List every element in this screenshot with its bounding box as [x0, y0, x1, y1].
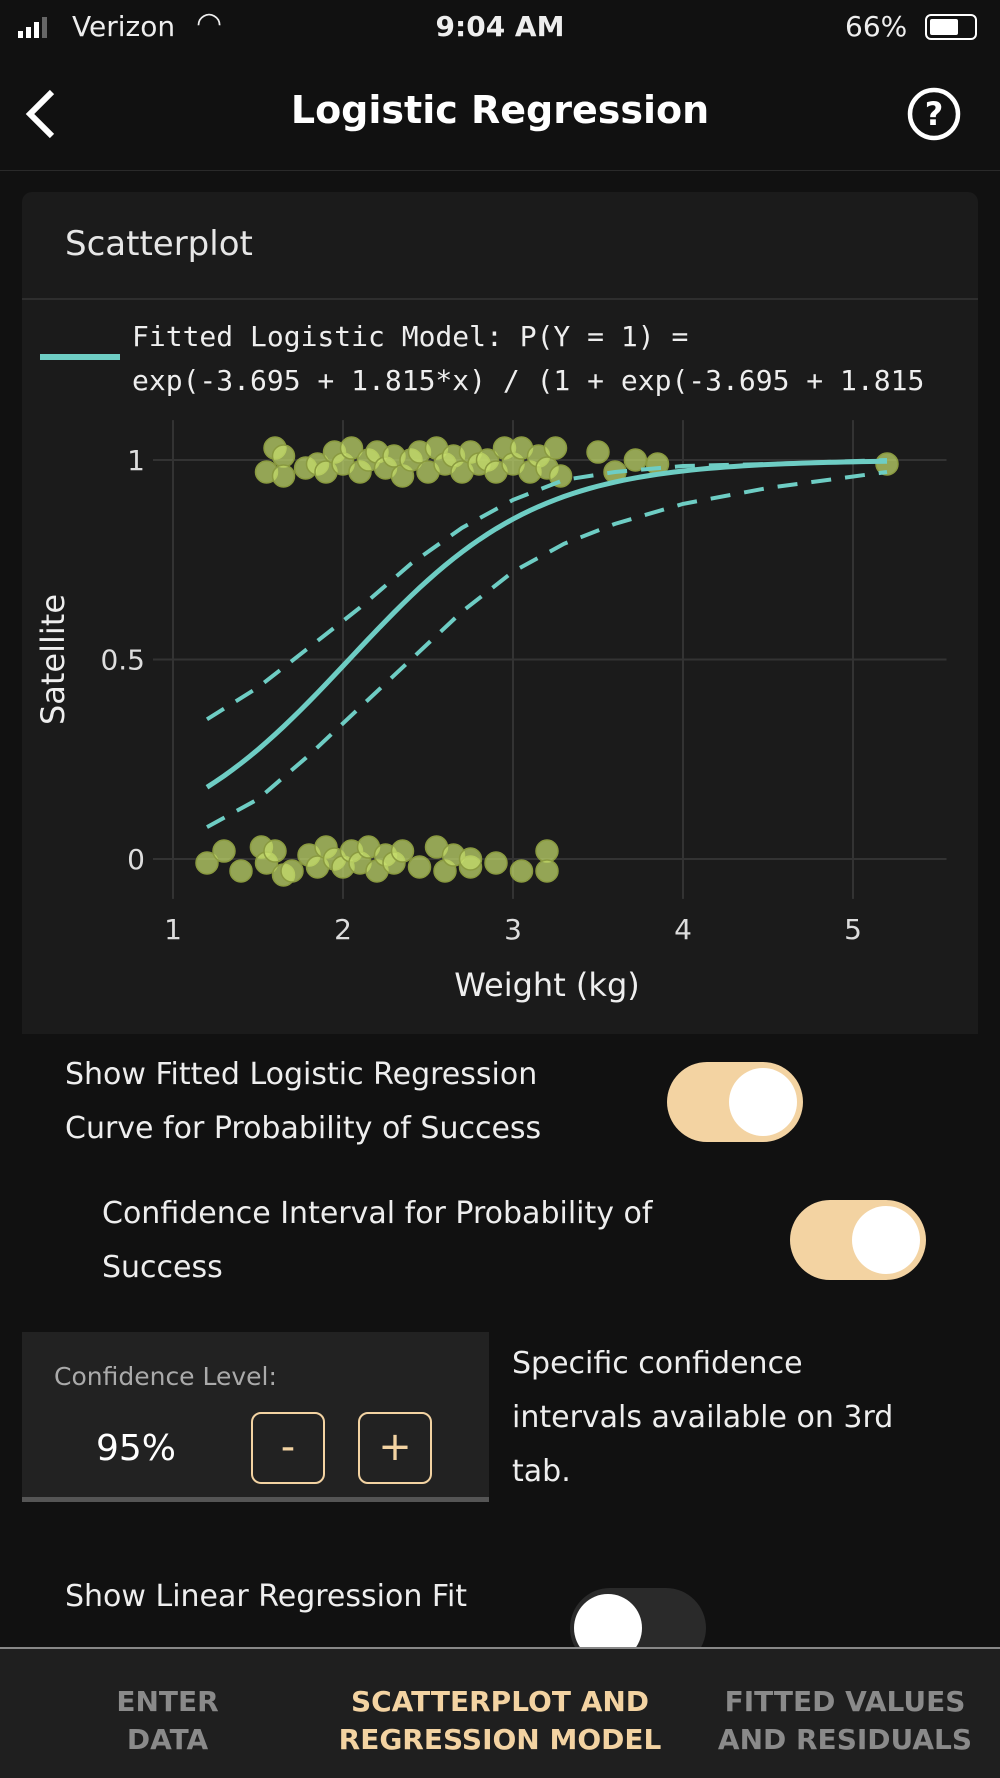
fitted-curve-label-line1: Show Fitted Logistic Regression [65, 1057, 538, 1092]
data-point [543, 436, 568, 460]
battery-icon [925, 14, 977, 40]
data-point [263, 839, 287, 863]
wifi-icon: ◠ [196, 6, 223, 41]
conf-interval-label: Confidence Interval for Probability of S… [102, 1187, 652, 1295]
note-line3: tab. [512, 1454, 571, 1489]
nav-header: Logistic Regression ? [0, 56, 1000, 171]
page-title: Logistic Regression [290, 88, 710, 132]
note-line2: intervals available on 3rd [512, 1400, 894, 1435]
chevron-left-icon[interactable] [20, 86, 60, 142]
confidence-note: Specific confidence intervals available … [512, 1337, 893, 1499]
data-point [509, 859, 534, 883]
x-tick-label: 4 [674, 913, 692, 946]
tab-scatterplot-model[interactable]: SCATTERPLOT AND REGRESSION MODEL [320, 1683, 680, 1759]
data-point [339, 436, 364, 460]
x-axis-label: Weight (kg) [454, 966, 639, 1004]
clock: 9:04 AM [435, 10, 565, 43]
tab-enter-data[interactable]: ENTER DATA [60, 1683, 275, 1759]
fitted-curve-label-line2: Curve for Probability of Success [65, 1111, 542, 1146]
tab-label: SCATTERPLOT AND [350, 1685, 650, 1718]
legend-swatch [40, 354, 120, 360]
data-point [280, 859, 304, 883]
y-tick-label: 0.5 [100, 644, 145, 677]
increase-confidence-button[interactable]: + [358, 1412, 432, 1484]
ci-lower-line [206, 469, 888, 829]
tab-label: REGRESSION MODEL [338, 1723, 662, 1756]
y-tick-label: 0 [127, 843, 145, 876]
svg-text:?: ? [925, 95, 944, 133]
data-point [407, 855, 432, 879]
data-point [458, 847, 483, 871]
tab-label: AND RESIDUALS [717, 1723, 973, 1756]
conf-interval-toggle[interactable] [790, 1200, 926, 1280]
tab-fitted-residuals[interactable]: FITTED VALUES AND RESIDUALS [690, 1683, 1000, 1759]
confidence-level-value: 95% [96, 1428, 177, 1469]
divider [22, 298, 978, 300]
battery-percent: 66% [845, 10, 908, 43]
legend-line-2: exp(-3.695 + 1.815*x) / (1 + exp(-3.695 … [132, 364, 925, 397]
scatterplot-chart[interactable]: 1 2 3 4 5 0 0.5 1 Weight (kg) Satellite [22, 192, 978, 1034]
x-tick-label: 3 [504, 913, 522, 946]
ci-upper-line [205, 458, 888, 722]
y-axis-label: Satellite [34, 594, 72, 725]
fitted-logistic-curve [205, 458, 888, 790]
data-point [484, 851, 508, 875]
x-tick-label: 5 [844, 913, 862, 946]
decrease-confidence-button[interactable]: - [251, 1412, 325, 1484]
fitted-curve-label: Show Fitted Logistic Regression Curve fo… [65, 1048, 541, 1156]
data-point [271, 444, 296, 468]
data-point [535, 839, 559, 863]
data-point [535, 859, 559, 883]
data-point [212, 839, 236, 863]
confidence-level-box: Confidence Level: 95% - + [22, 1332, 489, 1502]
data-point [229, 859, 253, 883]
conf-interval-label-line2: Success [102, 1250, 223, 1285]
signal-icon [18, 16, 48, 38]
legend-line-1: Fitted Logistic Model: P(Y = 1) = [132, 320, 689, 353]
tab-bar: ENTER DATA SCATTERPLOT AND REGRESSION MODE… [0, 1647, 1000, 1778]
x-tick-label: 1 [164, 913, 182, 946]
carrier: Verizon [72, 10, 176, 43]
tab-label: FITTED VALUES [724, 1685, 966, 1718]
data-point [623, 448, 648, 472]
fitted-curve-toggle[interactable] [667, 1062, 803, 1142]
tab-label: DATA [126, 1723, 209, 1756]
conf-interval-label-line1: Confidence Interval for Probability of [102, 1196, 653, 1231]
question-circle-icon[interactable]: ? [906, 86, 962, 142]
data-point [586, 440, 610, 464]
card-title: Scatterplot [65, 224, 253, 264]
status-bar: Verizon ◠ 9:04 AM 66% [0, 0, 1000, 56]
x-tick-label: 2 [334, 913, 352, 946]
linear-fit-label: Show Linear Regression Fit [65, 1579, 468, 1614]
data-point [390, 839, 415, 863]
y-tick-label: 1 [127, 444, 145, 477]
tab-label: ENTER [116, 1685, 219, 1718]
confidence-level-label: Confidence Level: [54, 1362, 277, 1391]
data-point [195, 851, 219, 875]
data-point [271, 464, 296, 488]
note-line1: Specific confidence [512, 1346, 803, 1381]
scatterplot-card: Scatterplot Fitted Logistic Model: P(Y =… [22, 192, 978, 1034]
